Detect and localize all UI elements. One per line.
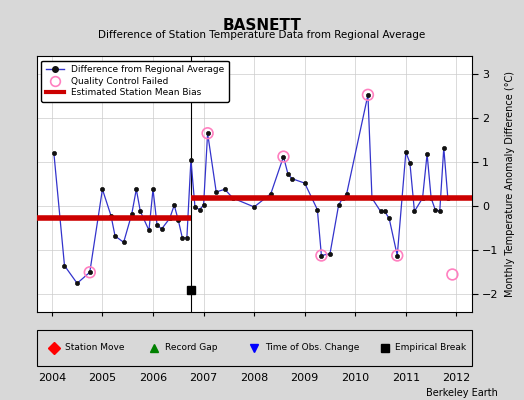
Point: [203, 130, 212, 136]
Text: 2008: 2008: [240, 373, 268, 383]
Text: BASNETT: BASNETT: [223, 18, 301, 33]
Text: Record Gap: Record Gap: [165, 344, 217, 352]
Text: Berkeley Earth: Berkeley Earth: [426, 388, 498, 398]
Y-axis label: Monthly Temperature Anomaly Difference (°C): Monthly Temperature Anomaly Difference (…: [506, 71, 516, 297]
Text: 2004: 2004: [38, 373, 66, 383]
Text: 2012: 2012: [442, 373, 471, 383]
Text: 2007: 2007: [190, 373, 217, 383]
Point: [85, 269, 94, 276]
Text: 2010: 2010: [341, 373, 369, 383]
Point: [279, 154, 288, 160]
Text: Station Move: Station Move: [65, 344, 124, 352]
Legend: Difference from Regional Average, Quality Control Failed, Estimated Station Mean: Difference from Regional Average, Qualit…: [41, 60, 229, 102]
Point: [448, 271, 456, 278]
Text: 2006: 2006: [139, 373, 167, 383]
Text: 2005: 2005: [89, 373, 116, 383]
Point: [364, 92, 372, 98]
Text: Difference of Station Temperature Data from Regional Average: Difference of Station Temperature Data f…: [99, 30, 425, 40]
Text: Time of Obs. Change: Time of Obs. Change: [265, 344, 359, 352]
Text: 2011: 2011: [392, 373, 420, 383]
Point: [393, 252, 401, 259]
Text: 2009: 2009: [291, 373, 319, 383]
Point: [317, 252, 325, 259]
Text: Empirical Break: Empirical Break: [396, 344, 466, 352]
